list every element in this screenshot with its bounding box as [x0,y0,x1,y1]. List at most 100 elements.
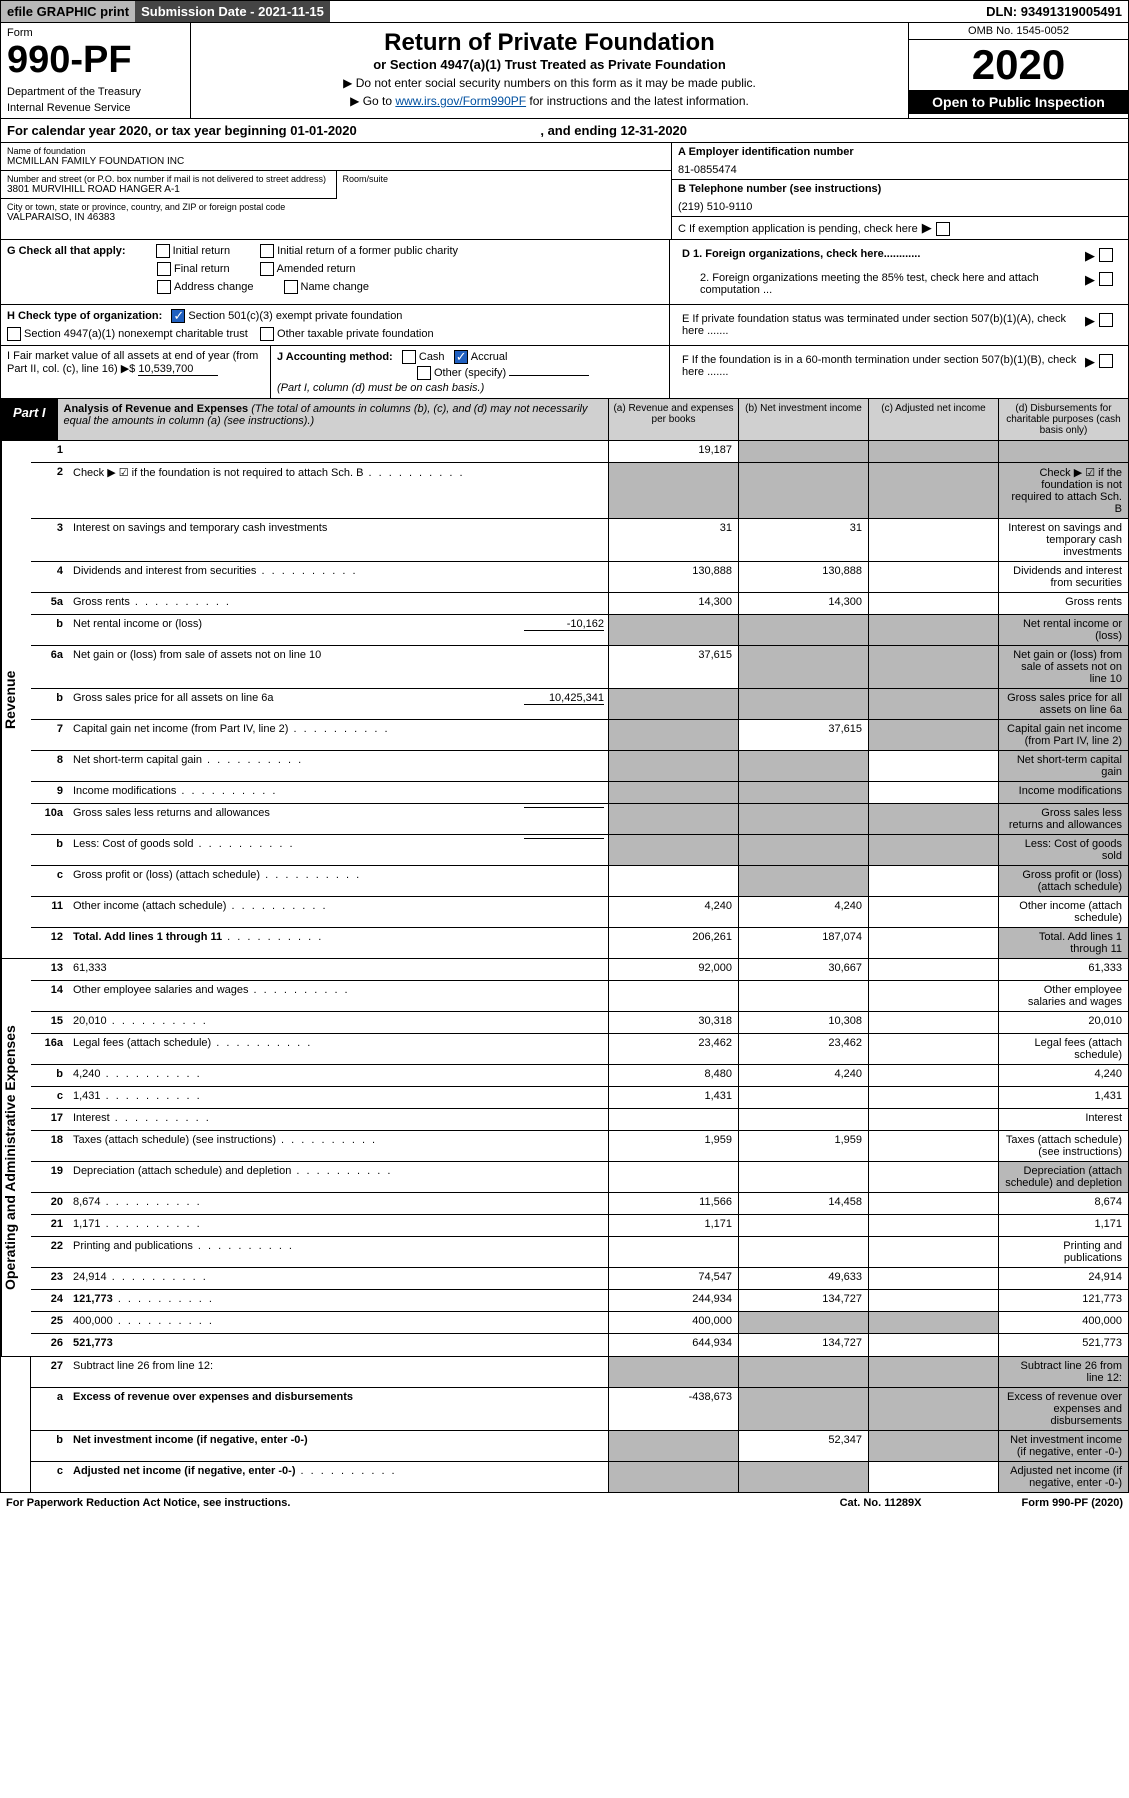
irs-link[interactable]: www.irs.gov/Form990PF [395,94,526,108]
paperwork-notice: For Paperwork Reduction Act Notice, see … [6,1497,290,1509]
checkbox-initial-public[interactable] [260,244,274,258]
cell-b: 4,240 [738,1065,868,1086]
checkbox-initial[interactable] [156,244,170,258]
cat-no: Cat. No. 11289X [840,1497,922,1509]
checkbox-501c3[interactable] [171,309,185,323]
checkbox-4947[interactable] [7,327,21,341]
table-row: 211,1711,1711,171 [31,1215,1128,1237]
cell-a [608,804,738,834]
cell-c [868,1357,998,1387]
cell-b [738,782,868,803]
cell-b: 37,615 [738,720,868,750]
info-block: Name of foundation MCMILLAN FAMILY FOUND… [0,143,1129,240]
form-title: Return of Private Foundation [197,29,902,57]
cell-d: Excess of revenue over expenses and disb… [998,1388,1128,1430]
cell-c [868,646,998,688]
cell-a: 92,000 [608,959,738,980]
cell-c [868,1237,998,1267]
checkbox-d1[interactable] [1099,248,1113,262]
checkbox-other-method[interactable] [417,366,431,380]
e-terminated: E If private foundation status was termi… [676,309,1122,341]
cell-b [738,441,868,462]
checkbox-cash[interactable] [402,350,416,364]
check-g-row: G Check all that apply: Initial return I… [0,240,1129,305]
form-number: 990-PF [7,39,184,82]
cell-c [868,804,998,834]
cell-a: 644,934 [608,1334,738,1356]
checkbox-e[interactable] [1099,313,1113,327]
part1-header: Part I Analysis of Revenue and Expenses … [0,399,1129,441]
cell-a: 31 [608,519,738,561]
cell-d: 1,171 [998,1215,1128,1236]
cell-b: 30,667 [738,959,868,980]
cell-c [868,1290,998,1311]
col-c-header: (c) Adjusted net income [868,399,998,440]
cell-d: 24,914 [998,1268,1128,1289]
omb-number: OMB No. 1545-0052 [909,23,1128,40]
footer: For Paperwork Reduction Act Notice, see … [0,1493,1129,1513]
fmv-value: 10,539,700 [138,363,218,376]
cell-d [998,441,1128,462]
checkbox-final[interactable] [157,262,171,276]
col-d-header: (d) Disbursements for charitable purpose… [998,399,1128,440]
cell-d: Dividends and interest from securities [998,562,1128,592]
cell-c [868,1065,998,1086]
table-row: 2Check ▶ ☑ if the foundation is not requ… [31,463,1128,519]
cell-a [608,751,738,781]
cell-a: 206,261 [608,928,738,958]
cell-a: 11,566 [608,1193,738,1214]
cell-b: 187,074 [738,928,868,958]
checkbox-d2[interactable] [1099,272,1113,286]
cell-a: 30,318 [608,1012,738,1033]
cell-a [608,1237,738,1267]
cell-d: 400,000 [998,1312,1128,1333]
table-row: 7Capital gain net income (from Part IV, … [31,720,1128,751]
exemption-pending: C If exemption application is pending, c… [672,217,1128,239]
checkbox-c[interactable] [936,222,950,236]
cell-d: Other employee salaries and wages [998,981,1128,1011]
table-row: 22Printing and publicationsPrinting and … [31,1237,1128,1268]
part1-label: Part I [1,399,58,440]
cell-d: Income modifications [998,782,1128,803]
cell-a: 400,000 [608,1312,738,1333]
topbar: efile GRAPHIC print Submission Date - 20… [0,0,1129,23]
cell-a: 4,240 [608,897,738,927]
cell-d: Other income (attach schedule) [998,897,1128,927]
room-suite: Room/suite [336,171,672,199]
table-row: 1361,33392,00030,66761,333 [31,959,1128,981]
dept: Department of the Treasury [7,86,184,98]
d1-foreign: D 1. Foreign organizations, check here..… [676,244,1122,268]
cell-c [868,720,998,750]
cell-a: 37,615 [608,646,738,688]
col-b-header: (b) Net investment income [738,399,868,440]
checkbox-name-change[interactable] [284,280,298,294]
table-row: bNet rental income or (loss)-10,162Net r… [31,615,1128,646]
cell-d: Depreciation (attach schedule) and deple… [998,1162,1128,1192]
table-row: 11Other income (attach schedule)4,2404,2… [31,897,1128,928]
cell-c [868,1087,998,1108]
tax-year: 2020 [909,40,1128,90]
cell-d: 521,773 [998,1334,1128,1356]
cell-b [738,1388,868,1430]
checkbox-addr-change[interactable] [157,280,171,294]
dln: DLN: 93491319005491 [980,1,1128,22]
table-row: 3Interest on savings and temporary cash … [31,519,1128,562]
checkbox-amended[interactable] [260,262,274,276]
table-row: bGross sales price for all assets on lin… [31,689,1128,720]
submission-date: Submission Date - 2021-11-15 [135,1,330,22]
table-row: 18Taxes (attach schedule) (see instructi… [31,1131,1128,1162]
checkbox-f[interactable] [1099,354,1113,368]
cell-d: 121,773 [998,1290,1128,1311]
cell-a [608,720,738,750]
cell-b [738,1357,868,1387]
cell-c [868,1431,998,1461]
cell-b [738,1087,868,1108]
checkbox-other-taxable[interactable] [260,327,274,341]
cell-b: 23,462 [738,1034,868,1064]
checkbox-accrual[interactable] [454,350,468,364]
check-ij-row: I Fair market value of all assets at end… [0,346,1129,399]
cell-a: 74,547 [608,1268,738,1289]
city-state-zip: City or town, state or province, country… [1,199,671,226]
cell-a [608,1109,738,1130]
cell-d: Net short-term capital gain [998,751,1128,781]
